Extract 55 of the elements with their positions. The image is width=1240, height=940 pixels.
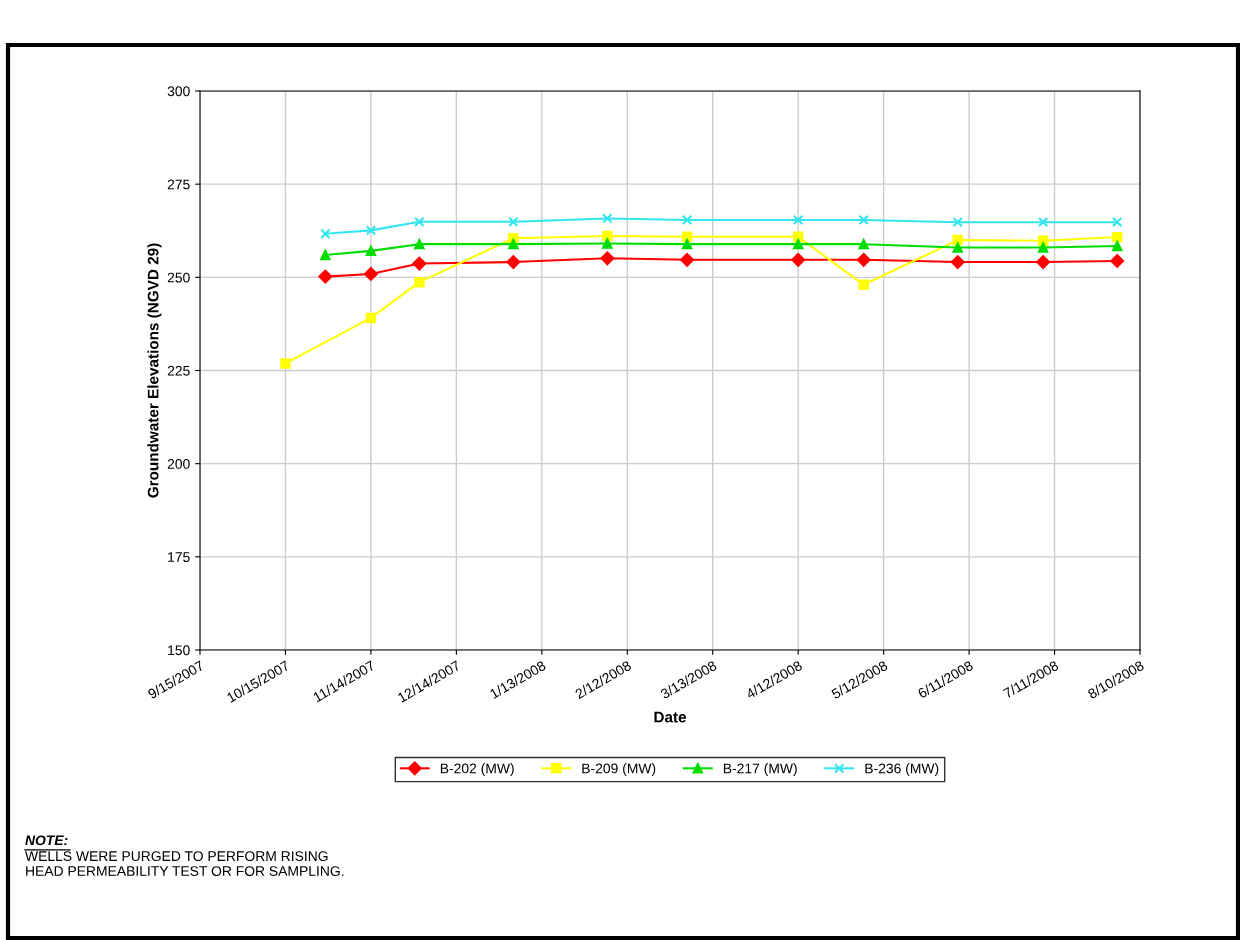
point (600, 251, 615, 266)
point (320, 228, 331, 239)
x-axis-title: Date (654, 711, 687, 723)
point (792, 238, 804, 250)
point (856, 252, 871, 267)
point (1112, 240, 1123, 252)
point (365, 312, 377, 324)
point (792, 214, 804, 226)
y-tick-label: 250 (167, 272, 190, 283)
point (414, 216, 425, 228)
point (280, 358, 291, 369)
y-tick-label: 175 (168, 552, 190, 562)
y-tick-label: 300 (167, 86, 190, 97)
point (858, 279, 869, 290)
point (1036, 255, 1051, 269)
point (952, 216, 963, 228)
y-tick-label: 225 (167, 365, 190, 376)
point (602, 230, 613, 242)
point (952, 242, 963, 253)
point (681, 238, 693, 250)
point (412, 256, 427, 271)
point (858, 238, 869, 250)
legend-label: B-217 (MW) (723, 763, 797, 777)
point (602, 213, 613, 224)
y-tick-label: 275 (167, 179, 190, 190)
point (1112, 231, 1123, 243)
point (318, 269, 333, 284)
point (365, 225, 377, 236)
y-axis-title: Groundwater Elevations (NGVD 29) (147, 243, 162, 498)
point (680, 252, 695, 267)
point (952, 234, 963, 246)
point (508, 238, 519, 250)
text: NOTE: (25, 835, 68, 846)
point (1110, 254, 1125, 268)
y-tick-label: 200 (167, 459, 190, 469)
point (858, 214, 869, 226)
point (320, 249, 331, 261)
point (1037, 242, 1049, 253)
point (506, 255, 521, 269)
point (602, 238, 613, 249)
y-tick-label: 150 (168, 645, 190, 656)
point (1037, 216, 1049, 228)
point (414, 238, 425, 250)
point (365, 245, 377, 257)
point (414, 276, 425, 288)
legend-label: B-202 (MW) (440, 763, 514, 777)
point (950, 255, 965, 269)
point (1112, 216, 1123, 228)
text: WELLS WERE PURGED TO PERFORM RISING HEAD PERMEABILITY TEST OR FOR SAMPLING. (25, 851, 344, 876)
point (508, 216, 519, 228)
legend-label: B-236 (MW) (865, 763, 939, 777)
legend-label: B-209 (MW) (582, 763, 656, 777)
point (681, 214, 693, 226)
point (791, 252, 806, 267)
point (363, 267, 378, 281)
